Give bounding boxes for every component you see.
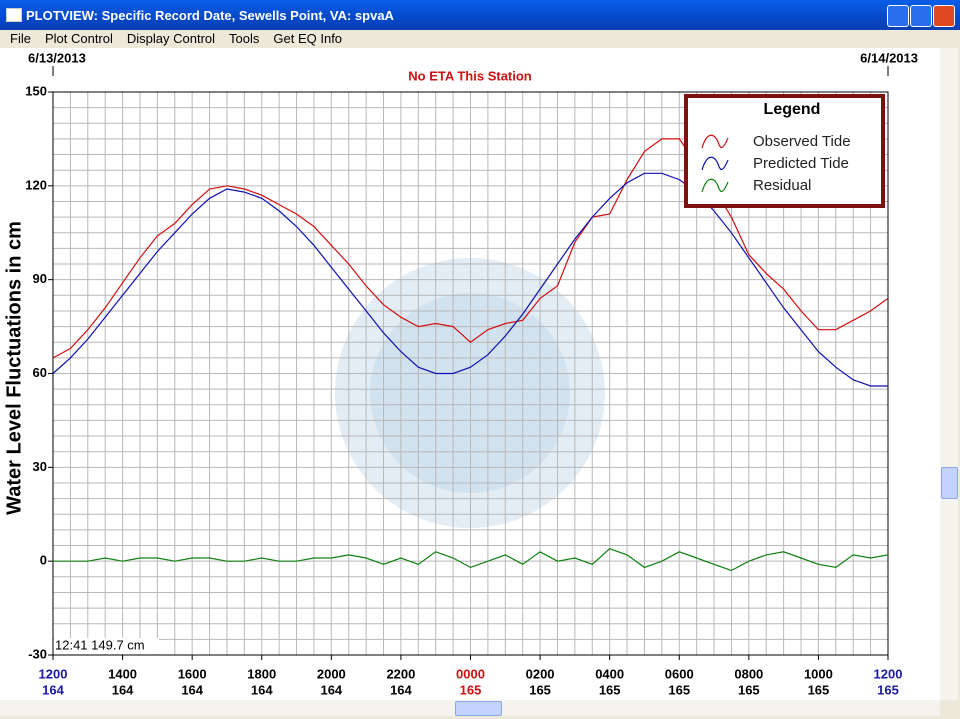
date-left: 6/13/2013 xyxy=(28,50,86,65)
y-tick-label: 150 xyxy=(25,83,47,98)
legend-label: Observed Tide xyxy=(753,133,851,150)
x-tick-label: 2200 xyxy=(386,666,415,681)
y-tick-label: 30 xyxy=(33,459,47,474)
menu-item[interactable]: Tools xyxy=(229,31,260,46)
menu-item[interactable]: Display Control xyxy=(126,31,216,46)
legend-swatch xyxy=(701,156,729,171)
x-tick-day: 164 xyxy=(390,682,412,697)
window-title: PLOTVIEW: Specific Record Date, Sewells … xyxy=(26,8,394,23)
legend-swatch xyxy=(701,178,729,193)
x-tick-day: 165 xyxy=(668,682,690,697)
y-tick-label: -30 xyxy=(28,646,47,661)
y-tick-label: 0 xyxy=(40,553,47,568)
chart: -300306090120150120016414001641600164180… xyxy=(0,48,940,700)
readout-bg xyxy=(54,638,159,654)
close-button[interactable] xyxy=(933,5,955,27)
x-tick-day: 165 xyxy=(599,682,621,697)
vertical-scrollbar[interactable] xyxy=(940,48,958,700)
x-tick-label: 1400 xyxy=(108,666,137,681)
x-tick-day: 165 xyxy=(460,682,482,697)
y-tick-label: 60 xyxy=(33,365,47,380)
x-tick-label: 2000 xyxy=(317,666,346,681)
series-line xyxy=(53,548,889,572)
x-tick-label: 1200 xyxy=(874,666,903,681)
y-tick-label: 90 xyxy=(33,271,47,286)
x-tick-label: 1000 xyxy=(804,666,833,681)
x-tick-label: 0200 xyxy=(526,666,555,681)
menu-item[interactable]: File xyxy=(10,31,31,46)
x-tick-label: 1200 xyxy=(39,666,68,681)
menu-bar: File Plot Control Display Control Tools Get … xyxy=(10,31,356,48)
x-tick-label: 0600 xyxy=(665,666,694,681)
x-tick-label: 1600 xyxy=(178,666,207,681)
y-axis-label: Water Level Fluctuations in cm xyxy=(3,221,25,515)
x-tick-label: 0800 xyxy=(734,666,763,681)
x-tick-day: 165 xyxy=(529,682,551,697)
menu-item[interactable]: Plot Control xyxy=(44,31,113,46)
scroll-thumb[interactable] xyxy=(455,701,502,716)
series-line xyxy=(52,172,888,387)
date-right: 6/14/2013 xyxy=(860,50,918,65)
scroll-thumb[interactable] xyxy=(941,467,958,499)
series-line xyxy=(52,138,889,359)
legend-title: Legend xyxy=(764,101,821,118)
legend-label: Predicted Tide xyxy=(753,155,849,172)
cursor-readout: 12:41 149.7 cm xyxy=(55,637,145,652)
x-tick-day: 165 xyxy=(738,682,760,697)
app-icon xyxy=(6,8,22,22)
x-tick-day: 164 xyxy=(181,682,203,697)
x-tick-label: 0000 xyxy=(456,666,485,681)
x-tick-label: 1800 xyxy=(247,666,276,681)
menu-item[interactable]: Get EQ Info xyxy=(273,31,343,46)
x-tick-day: 164 xyxy=(42,682,64,697)
maximize-button[interactable] xyxy=(910,5,932,27)
x-tick-day: 164 xyxy=(320,682,342,697)
x-tick-day: 164 xyxy=(251,682,273,697)
legend: Legend Observed Tide Predicted Tide Residua… xyxy=(684,94,885,208)
x-tick-label: 0400 xyxy=(595,666,624,681)
legend-label: Residual xyxy=(753,177,811,194)
title-bar: PLOTVIEW: Specific Record Date, Sewells … xyxy=(0,0,960,30)
x-tick-day: 165 xyxy=(877,682,899,697)
subtitle: No ETA This Station xyxy=(408,68,532,83)
horizontal-scrollbar[interactable] xyxy=(0,700,940,716)
x-tick-day: 165 xyxy=(808,682,830,697)
minimize-button[interactable] xyxy=(887,5,909,27)
legend-swatch xyxy=(701,134,729,149)
y-tick-label: 120 xyxy=(25,177,47,192)
x-tick-day: 164 xyxy=(112,682,134,697)
